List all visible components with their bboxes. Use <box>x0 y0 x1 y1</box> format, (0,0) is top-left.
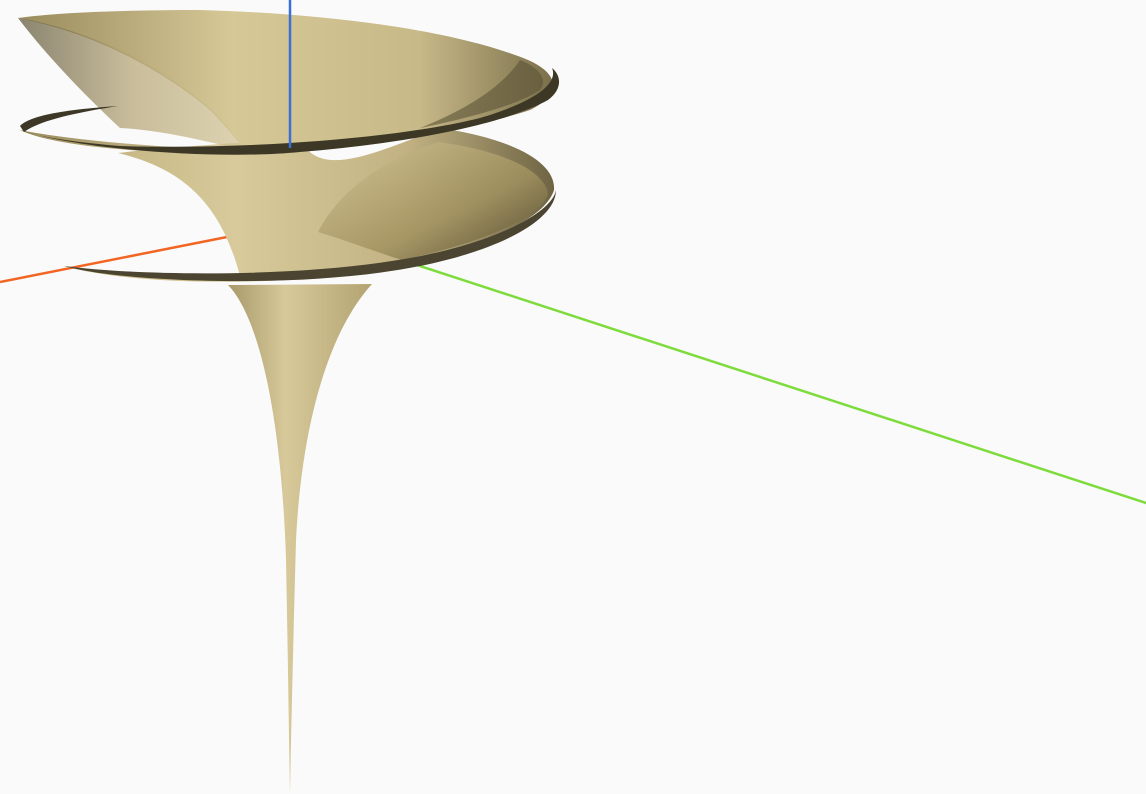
surface-lower-inner-shade <box>318 142 548 260</box>
surface-upper-left-rim <box>20 106 118 132</box>
x-axis-line <box>0 234 233 284</box>
surface-upper-rim <box>20 68 560 155</box>
surface-upper-inner-shade <box>18 18 244 150</box>
surface-lower-rim <box>64 190 556 282</box>
surface-stem <box>228 284 372 794</box>
surface-upper-right-shade <box>420 60 544 128</box>
y-axis-line <box>321 232 1146 505</box>
surface-upper-bell <box>18 10 554 154</box>
